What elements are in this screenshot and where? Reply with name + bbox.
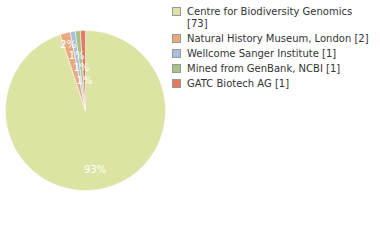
svg-text:1%: 1% [73, 62, 89, 73]
html-text:Natural History Museum, London: Natural History Museum, London [2] [187, 33, 369, 44]
svg-text:93%: 93% [84, 164, 106, 175]
svg-text:1%: 1% [69, 50, 85, 61]
svg-text:1%: 1% [77, 75, 93, 86]
html-text:Mined from GenBank, NCBI [1]: Mined from GenBank, NCBI [1] [187, 63, 341, 74]
html-text:Wellcome Sanger Institute [1]: Wellcome Sanger Institute [1] [187, 48, 337, 59]
svg-text:2%: 2% [60, 39, 76, 50]
html-text:Centre for Biodiversity Genomi: Centre for Biodiversity Genomics [73] [187, 6, 353, 29]
html-text:GATC Biotech AG [1]: GATC Biotech AG [1] [187, 78, 290, 89]
